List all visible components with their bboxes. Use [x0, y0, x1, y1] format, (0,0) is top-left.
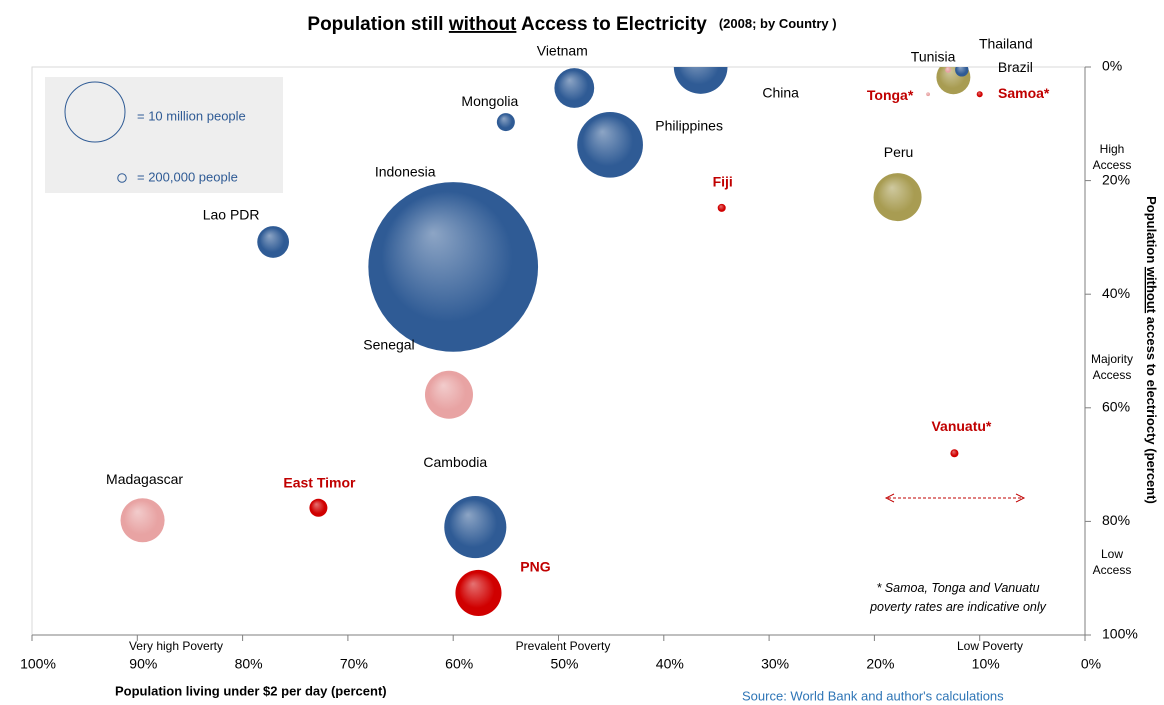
- bubble-label: Peru: [884, 144, 914, 160]
- note-line: poverty rates are indicative only: [869, 600, 1047, 614]
- chart-subtitle: (2008; by Country ): [719, 16, 837, 31]
- bubble-label: Mongolia: [461, 93, 518, 109]
- x-tick-label: 50%: [550, 656, 578, 672]
- title-part: Population still: [307, 14, 448, 35]
- y-region-label: Majority: [1091, 352, 1133, 366]
- y-tick-label: 60%: [1102, 399, 1130, 415]
- bubble-label: Senegal: [363, 336, 414, 352]
- x-tick-label: 30%: [761, 656, 789, 672]
- bubble-label: Madagascar: [106, 471, 183, 487]
- y-label-part: access to electriocty (percent): [1144, 313, 1159, 504]
- bubbles: [120, 67, 983, 617]
- x-tick-label: 90%: [129, 656, 157, 672]
- size-legend-circle: [64, 81, 126, 143]
- size-legend-box: [45, 77, 283, 193]
- y-tick-label: 40%: [1102, 285, 1130, 301]
- bubble: [873, 173, 922, 222]
- bubble-label: Samoa*: [998, 85, 1050, 101]
- x-region-label: Prevalent Poverty: [516, 639, 611, 653]
- range-arrow-heads: [884, 493, 1026, 503]
- size-legend-label: = 200,000 people: [137, 169, 238, 184]
- x-region-label: Very high Poverty: [129, 639, 223, 653]
- bubble-label: Tonga*: [867, 87, 914, 103]
- y-region-label: Access: [1093, 563, 1132, 577]
- bubble: [368, 182, 539, 352]
- source: Source: World Bank and author's calculat…: [742, 688, 1004, 703]
- y-tick-label: 0%: [1102, 58, 1122, 74]
- bubble-label: Indonesia: [375, 164, 436, 180]
- bubble-label: PNG: [520, 559, 550, 575]
- y-tick-label: 80%: [1102, 512, 1130, 528]
- title-part: without: [448, 14, 517, 35]
- y-region-label: Low: [1101, 547, 1123, 561]
- x-tick-label: 80%: [235, 656, 263, 672]
- bubble: [120, 498, 165, 543]
- y-axis-label: Population without access to electriocty…: [1144, 196, 1159, 504]
- note-line: * Samoa, Tonga and Vanuatu: [876, 581, 1039, 595]
- axes: [31, 66, 1091, 641]
- bubble: [926, 92, 931, 97]
- bubble: [257, 226, 290, 258]
- bubble: [950, 449, 959, 458]
- bubble-label: Thailand: [979, 36, 1033, 52]
- bubble: [955, 67, 969, 77]
- x-tick-label: 40%: [656, 656, 684, 672]
- title-part: Access to Electricity: [516, 14, 707, 35]
- bubble-label: Vanuatu*: [931, 418, 991, 434]
- bubble: [936, 67, 971, 95]
- bubble-label: Philippines: [655, 118, 723, 134]
- bubble: [673, 67, 728, 94]
- bubble: [455, 569, 502, 617]
- bubble-label: Lao PDR: [203, 207, 260, 223]
- range-arrow: [884, 493, 1026, 503]
- y-region-label: Access: [1093, 158, 1132, 172]
- x-tick-label: 20%: [866, 656, 894, 672]
- bubble-label: Cambodia: [423, 454, 487, 470]
- x-tick-label: 0%: [1081, 656, 1101, 672]
- bubble: [496, 113, 515, 132]
- bubble-label: China: [762, 85, 799, 101]
- note: * Samoa, Tonga and Vanuatu poverty rates …: [869, 581, 1047, 614]
- bubble: [945, 67, 952, 73]
- y-tick-label: 100%: [1102, 626, 1138, 642]
- bubble: [309, 498, 328, 517]
- x-tick-label: 60%: [445, 656, 473, 672]
- chart-title: Population still without Access to Elect…: [307, 14, 836, 35]
- bubble-label: Fiji: [713, 174, 733, 190]
- x-tick-label: 70%: [340, 656, 368, 672]
- y-tick-label: 20%: [1102, 171, 1130, 187]
- x-axis-label: Population living under $2 per day (perc…: [115, 683, 387, 698]
- bubble: [717, 203, 726, 212]
- x-tick-label: 100%: [20, 656, 56, 672]
- x-region-label: Low Poverty: [957, 639, 1023, 653]
- x-tick-label: 10%: [972, 656, 1000, 672]
- bubble: [424, 370, 473, 419]
- bubble-label: Brazil: [998, 59, 1033, 75]
- size-legend-label: = 10 million people: [137, 108, 246, 123]
- y-region-label: Access: [1093, 368, 1132, 382]
- y-region-label: High: [1100, 142, 1125, 156]
- bubble: [976, 91, 983, 98]
- y-label-part: Population: [1144, 196, 1159, 267]
- bubble: [554, 68, 595, 108]
- bubble: [444, 496, 507, 559]
- size-legend-circle: [117, 173, 127, 183]
- bubble-label: Vietnam: [537, 43, 588, 59]
- bubble-label: East Timor: [283, 474, 356, 490]
- bubble: [577, 111, 643, 178]
- y-label-part: without: [1144, 266, 1159, 314]
- bubble-label: Tunisia: [911, 49, 956, 65]
